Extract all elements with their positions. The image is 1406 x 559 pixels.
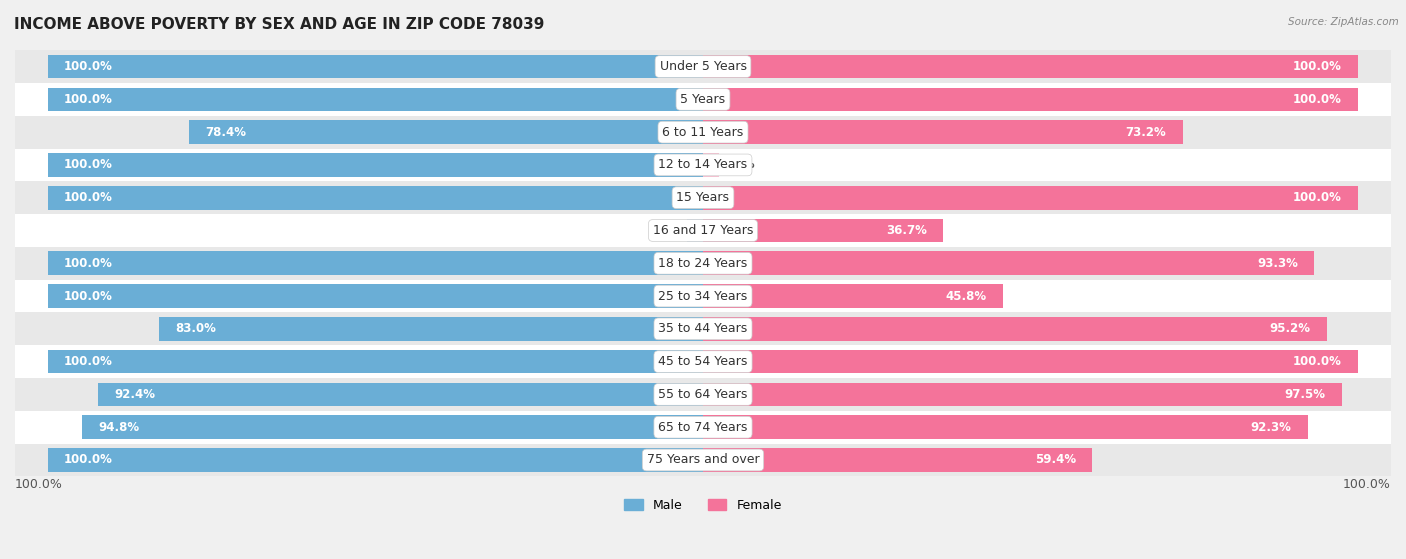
Text: 100.0%: 100.0% (65, 290, 112, 302)
Text: 59.4%: 59.4% (1035, 453, 1076, 467)
Text: Source: ZipAtlas.com: Source: ZipAtlas.com (1288, 17, 1399, 27)
Text: 100.0%: 100.0% (65, 158, 112, 172)
Bar (15, 50, 1391, 83)
Bar (48, 285, 703, 308)
Text: 100.0%: 100.0% (15, 478, 63, 491)
Bar (48, 153, 703, 177)
Bar (686, 219, 703, 242)
Bar (15, 411, 1391, 444)
Text: 100.0%: 100.0% (1294, 60, 1341, 73)
Bar (15, 214, 1391, 247)
Text: 73.2%: 73.2% (1126, 126, 1166, 139)
Bar (703, 252, 1315, 275)
Text: 97.5%: 97.5% (1285, 388, 1326, 401)
Bar (15, 181, 1391, 214)
Bar (48, 88, 703, 111)
Bar (97, 382, 703, 406)
Bar (703, 382, 1341, 406)
Bar (703, 153, 720, 177)
Text: 100.0%: 100.0% (65, 93, 112, 106)
Text: 55 to 64 Years: 55 to 64 Years (658, 388, 748, 401)
Bar (15, 83, 1391, 116)
Text: 65 to 74 Years: 65 to 74 Years (658, 421, 748, 434)
Bar (703, 120, 1182, 144)
Bar (48, 186, 703, 210)
Text: 100.0%: 100.0% (1294, 93, 1341, 106)
Text: 16 and 17 Years: 16 and 17 Years (652, 224, 754, 237)
Text: 0.0%: 0.0% (723, 158, 755, 172)
Bar (703, 55, 1358, 78)
Text: 5 Years: 5 Years (681, 93, 725, 106)
Text: 75 Years and over: 75 Years and over (647, 453, 759, 467)
Text: 100.0%: 100.0% (65, 453, 112, 467)
Text: 100.0%: 100.0% (1294, 191, 1341, 204)
Text: 100.0%: 100.0% (65, 191, 112, 204)
Bar (703, 88, 1358, 111)
Text: INCOME ABOVE POVERTY BY SEX AND AGE IN ZIP CODE 78039: INCOME ABOVE POVERTY BY SEX AND AGE IN Z… (14, 17, 544, 32)
Text: 36.7%: 36.7% (886, 224, 927, 237)
Text: 95.2%: 95.2% (1270, 323, 1310, 335)
Text: 45 to 54 Years: 45 to 54 Years (658, 355, 748, 368)
Bar (15, 280, 1391, 312)
Bar (703, 186, 1358, 210)
Bar (15, 116, 1391, 149)
Bar (190, 120, 703, 144)
Bar (15, 247, 1391, 280)
Text: 35 to 44 Years: 35 to 44 Years (658, 323, 748, 335)
Text: 94.8%: 94.8% (98, 421, 139, 434)
Bar (15, 345, 1391, 378)
Text: 45.8%: 45.8% (946, 290, 987, 302)
Legend: Male, Female: Male, Female (619, 494, 787, 517)
Text: 83.0%: 83.0% (176, 323, 217, 335)
Text: 15 Years: 15 Years (676, 191, 730, 204)
Bar (48, 252, 703, 275)
Text: 100.0%: 100.0% (65, 257, 112, 270)
Bar (15, 149, 1391, 181)
Text: 93.3%: 93.3% (1257, 257, 1298, 270)
Text: 100.0%: 100.0% (65, 60, 112, 73)
Text: 25 to 34 Years: 25 to 34 Years (658, 290, 748, 302)
Text: 6 to 11 Years: 6 to 11 Years (662, 126, 744, 139)
Text: 100.0%: 100.0% (1294, 355, 1341, 368)
Bar (159, 317, 703, 340)
Bar (48, 448, 703, 472)
Text: 92.3%: 92.3% (1250, 421, 1291, 434)
Bar (15, 444, 1391, 476)
Text: 18 to 24 Years: 18 to 24 Years (658, 257, 748, 270)
Text: Under 5 Years: Under 5 Years (659, 60, 747, 73)
Bar (703, 317, 1327, 340)
Bar (703, 448, 1092, 472)
Bar (15, 312, 1391, 345)
Bar (48, 350, 703, 373)
Bar (703, 350, 1358, 373)
Bar (703, 285, 1002, 308)
Text: 12 to 14 Years: 12 to 14 Years (658, 158, 748, 172)
Text: 100.0%: 100.0% (65, 355, 112, 368)
Bar (703, 219, 943, 242)
Bar (48, 55, 703, 78)
Bar (15, 378, 1391, 411)
Text: 100.0%: 100.0% (1343, 478, 1391, 491)
Text: 78.4%: 78.4% (205, 126, 246, 139)
Text: 0.0%: 0.0% (651, 224, 683, 237)
Text: 92.4%: 92.4% (114, 388, 155, 401)
Bar (82, 415, 703, 439)
Bar (703, 415, 1308, 439)
